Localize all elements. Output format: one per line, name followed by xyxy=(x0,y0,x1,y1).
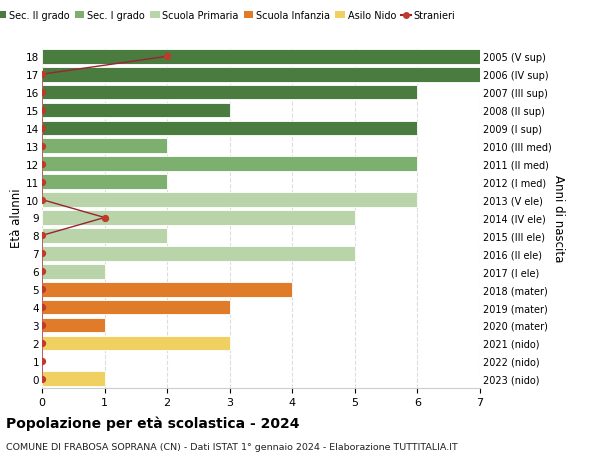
Bar xyxy=(42,318,104,333)
Bar xyxy=(42,67,480,82)
Bar xyxy=(42,282,292,297)
Y-axis label: Età alunni: Età alunni xyxy=(10,188,23,248)
Point xyxy=(37,322,47,329)
Bar xyxy=(42,139,167,154)
Bar xyxy=(42,336,230,351)
Bar xyxy=(42,157,418,172)
Point xyxy=(163,53,172,61)
Point xyxy=(37,304,47,311)
Point xyxy=(37,196,47,204)
Point xyxy=(37,179,47,186)
Legend: Sec. II grado, Sec. I grado, Scuola Primaria, Scuola Infanzia, Asilo Nido, Stran: Sec. II grado, Sec. I grado, Scuola Prim… xyxy=(0,7,460,25)
Bar xyxy=(42,211,355,225)
Bar xyxy=(42,372,104,386)
Text: COMUNE DI FRABOSA SOPRANA (CN) - Dati ISTAT 1° gennaio 2024 - Elaborazione TUTTI: COMUNE DI FRABOSA SOPRANA (CN) - Dati IS… xyxy=(6,442,458,451)
Point xyxy=(37,89,47,96)
Point xyxy=(37,358,47,365)
Point xyxy=(100,214,109,222)
Bar xyxy=(42,175,167,190)
Text: Popolazione per età scolastica - 2024: Popolazione per età scolastica - 2024 xyxy=(6,415,299,430)
Point xyxy=(37,107,47,114)
Point xyxy=(37,286,47,293)
Bar xyxy=(42,300,230,315)
Bar xyxy=(42,264,104,279)
Bar xyxy=(42,121,418,136)
Point xyxy=(37,340,47,347)
Bar xyxy=(42,246,355,261)
Bar xyxy=(42,229,167,243)
Point xyxy=(37,125,47,132)
Bar xyxy=(42,50,480,64)
Point xyxy=(37,250,47,257)
Bar xyxy=(42,193,418,207)
Point xyxy=(37,71,47,78)
Point xyxy=(37,161,47,168)
Bar xyxy=(42,85,418,100)
Point xyxy=(37,268,47,275)
Point xyxy=(37,143,47,150)
Point xyxy=(37,375,47,383)
Bar xyxy=(42,103,230,118)
Point xyxy=(37,232,47,240)
Y-axis label: Anni di nascita: Anni di nascita xyxy=(553,174,565,262)
